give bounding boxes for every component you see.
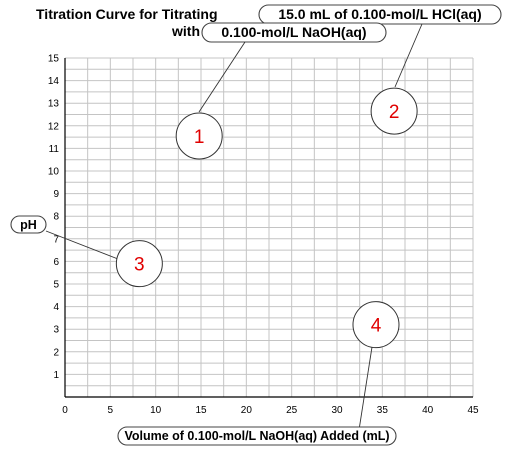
x-tick-label: 35 <box>377 405 389 416</box>
callout-number-1: 1 <box>194 127 205 148</box>
y-tick-label: 8 <box>53 212 59 223</box>
y-tick-label: 7 <box>53 234 59 245</box>
x-tick-label: 10 <box>150 405 162 416</box>
x-tick-label: 5 <box>108 405 114 416</box>
chart-title-highlight-2: 0.100-mol/L NaOH(aq) <box>221 24 366 40</box>
x-tick-label: 30 <box>331 405 343 416</box>
y-tick-label: 14 <box>48 76 60 87</box>
y-tick-label: 12 <box>48 121 60 132</box>
x-tick-label: 0 <box>62 405 68 416</box>
y-tick-label: 2 <box>53 347 59 358</box>
y-axis-label-box <box>10 215 47 234</box>
callout-circle-3 <box>115 240 163 288</box>
chart-title-highlight-1: 15.0 mL of 0.100-mol/L HCl(aq) <box>278 6 481 22</box>
leader-ylabel-to-callout-3 <box>45 230 119 260</box>
x-tick-label: 25 <box>286 405 298 416</box>
y-tick-label: 4 <box>53 302 59 313</box>
chart-title-prefix: Titration Curve for Titrating <box>36 6 218 22</box>
chart-axes <box>64 58 473 398</box>
callout-number-2: 2 <box>389 102 400 123</box>
x-tick-label: 20 <box>241 405 253 416</box>
callout-number-3: 3 <box>134 255 145 276</box>
chart-title-connector: with <box>171 23 200 39</box>
y-tick-label: 10 <box>48 167 60 178</box>
y-tick-label: 13 <box>48 99 60 110</box>
leader-title-to-callout-2 <box>394 23 423 88</box>
y-tick-label: 6 <box>53 257 59 268</box>
leader-lines <box>45 23 423 431</box>
callout-number-4: 4 <box>371 316 382 337</box>
x-axis-label-box <box>117 426 397 446</box>
y-tick-label: 11 <box>49 144 60 155</box>
y-axis-label: pH <box>20 218 37 232</box>
leader-xlabel-to-callout-4 <box>358 346 373 431</box>
callout-circle-1 <box>175 112 223 160</box>
title-highlight-2-box <box>201 22 387 43</box>
leader-title-to-callout-1 <box>198 41 246 113</box>
x-tick-label: 45 <box>467 405 479 416</box>
x-tick-label: 15 <box>195 405 207 416</box>
x-axis-label: Volume of 0.100-mol/L NaOH(aq) Added (mL… <box>124 429 389 443</box>
y-tick-label: 9 <box>53 189 59 200</box>
x-tick-labels: 0 5 10 15 20 25 30 35 40 45 <box>62 405 479 416</box>
y-tick-label: 15 <box>48 54 60 65</box>
callout-circle-2 <box>370 87 418 135</box>
y-tick-label: 3 <box>53 325 59 336</box>
y-tick-label: 5 <box>53 280 59 291</box>
callout-markers: 1 2 3 4 <box>115 87 418 349</box>
callout-circle-4 <box>352 301 400 349</box>
y-tick-label: 1 <box>53 370 59 381</box>
x-tick-label: 40 <box>422 405 434 416</box>
